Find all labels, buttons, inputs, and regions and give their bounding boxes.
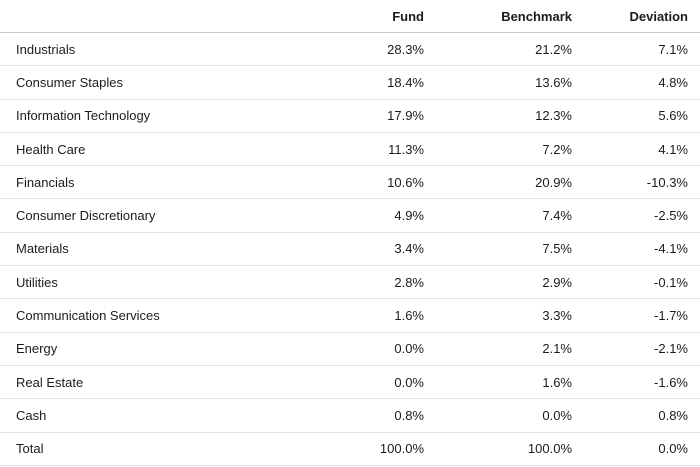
- fund-cell: 2.8%: [394, 274, 424, 290]
- deviation-cell: -10.3%: [646, 174, 688, 190]
- benchmark-cell: 3.3%: [542, 308, 572, 324]
- fund-cell: 18.4%: [387, 74, 424, 90]
- fund-cell: 3.4%: [394, 241, 424, 257]
- benchmark-cell: 1.6%: [542, 374, 572, 390]
- fund-cell: 0.0%: [394, 341, 424, 357]
- sector-cell: Communication Services: [16, 308, 160, 324]
- deviation-cell: 4.8%: [658, 74, 688, 90]
- sector-cell: Health Care: [16, 141, 86, 157]
- table-row: Information Technology 17.9% 12.3% 5.6%: [0, 100, 700, 133]
- fund-cell: 10.6%: [387, 174, 424, 190]
- deviation-cell: 0.8%: [658, 407, 688, 423]
- benchmark-cell: 12.3%: [535, 108, 572, 124]
- deviation-cell: -2.1%: [654, 341, 688, 357]
- sector-cell: Consumer Discretionary: [16, 208, 156, 224]
- deviation-cell: 5.6%: [658, 108, 688, 124]
- sector-cell: Materials: [16, 241, 69, 257]
- deviation-cell: -1.7%: [654, 308, 688, 324]
- sector-cell: Real Estate: [16, 374, 84, 390]
- table-body: Industrials 28.3% 21.2% 7.1% Consumer Staple…: [0, 33, 700, 466]
- column-header-deviation: Deviation: [629, 8, 688, 24]
- benchmark-cell: 7.2%: [542, 141, 572, 157]
- sector-cell: Cash: [16, 407, 47, 423]
- sector-cell: Energy: [16, 341, 58, 357]
- sector-cell: Financials: [16, 174, 75, 190]
- table-row: Communication Services 1.6% 3.3% -1.7%: [0, 299, 700, 333]
- sector-cell: Industrials: [16, 41, 76, 57]
- table-row: Consumer Discretionary 4.9% 7.4% -2.5%: [0, 199, 700, 233]
- benchmark-cell: 2.9%: [542, 274, 572, 290]
- fund-cell: 100.0%: [379, 441, 424, 457]
- fund-cell: 0.8%: [394, 407, 424, 423]
- fund-cell: 11.3%: [388, 141, 424, 157]
- table-row: Real Estate 0.0% 1.6% -1.6%: [0, 366, 700, 400]
- benchmark-cell: 0.0%: [542, 407, 572, 423]
- table-row: Financials 10.6% 20.9% -10.3%: [0, 166, 700, 200]
- deviation-cell: -4.1%: [654, 241, 688, 257]
- deviation-cell: 0.0%: [658, 441, 688, 457]
- table-row: Utilities 2.8% 2.9% -0.1%: [0, 266, 700, 300]
- deviation-cell: -2.5%: [654, 208, 688, 224]
- table-row: Cash 0.8% 0.0% 0.8%: [0, 399, 700, 433]
- column-header-fund: Fund: [392, 8, 424, 24]
- benchmark-cell: 21.2%: [535, 41, 572, 57]
- deviation-cell: -0.1%: [654, 274, 688, 290]
- table-header: Fund Benchmark Deviation: [0, 0, 700, 33]
- deviation-cell: -1.6%: [654, 374, 688, 390]
- fund-cell: 1.6%: [394, 308, 424, 324]
- sector-cell: Information Technology: [16, 108, 151, 124]
- benchmark-cell: 20.9%: [535, 174, 572, 190]
- fund-cell: 4.9%: [394, 208, 424, 224]
- sector-cell: Utilities: [16, 274, 58, 290]
- table-row: Health Care 11.3% 7.2% 4.1%: [0, 133, 700, 167]
- benchmark-cell: 7.4%: [542, 208, 572, 224]
- deviation-cell: 7.1%: [658, 41, 688, 57]
- benchmark-cell: 13.6%: [535, 74, 572, 90]
- table-row: Materials 3.4% 7.5% -4.1%: [0, 233, 700, 267]
- deviation-cell: 4.1%: [658, 141, 688, 157]
- fund-cell: 17.9%: [387, 108, 424, 124]
- table-row: Consumer Staples 18.4% 13.6% 4.8%: [0, 66, 700, 100]
- sector-cell: Consumer Staples: [16, 74, 123, 90]
- fund-cell: 0.0%: [394, 374, 424, 390]
- table-row-total: Total 100.0% 100.0% 0.0%: [0, 433, 700, 466]
- column-header-benchmark: Benchmark: [501, 8, 572, 24]
- table-row: Energy 0.0% 2.1% -2.1%: [0, 333, 700, 366]
- benchmark-cell: 2.1%: [542, 341, 572, 357]
- benchmark-cell: 7.5%: [542, 241, 572, 257]
- benchmark-cell: 100.0%: [527, 441, 572, 457]
- sector-cell: Total: [16, 441, 44, 457]
- fund-cell: 28.3%: [387, 41, 424, 57]
- table-row: Industrials 28.3% 21.2% 7.1%: [0, 33, 700, 67]
